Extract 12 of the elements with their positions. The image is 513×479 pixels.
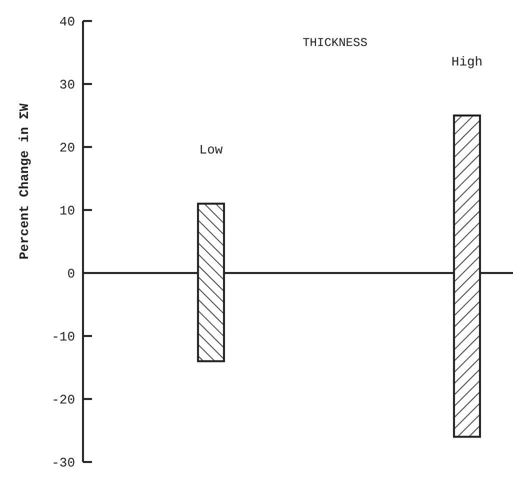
text: THICKNESS: [302, 36, 368, 50]
x-tick-label: Low: [199, 142, 223, 158]
y-tick-label: -20: [52, 392, 75, 408]
y-tick-label: 40: [59, 14, 75, 30]
y-tick-label: 0: [67, 266, 75, 282]
y-tick-label: -10: [52, 330, 75, 345]
y-axis-title: Percent Change in ΣW: [17, 103, 32, 260]
y-tick-label: -30: [52, 456, 75, 471]
y-tick-label: 30: [59, 78, 75, 93]
x-tick-label: High: [451, 54, 483, 70]
y-tick-label: 10: [59, 204, 75, 219]
y-tick-label: 20: [59, 140, 75, 156]
